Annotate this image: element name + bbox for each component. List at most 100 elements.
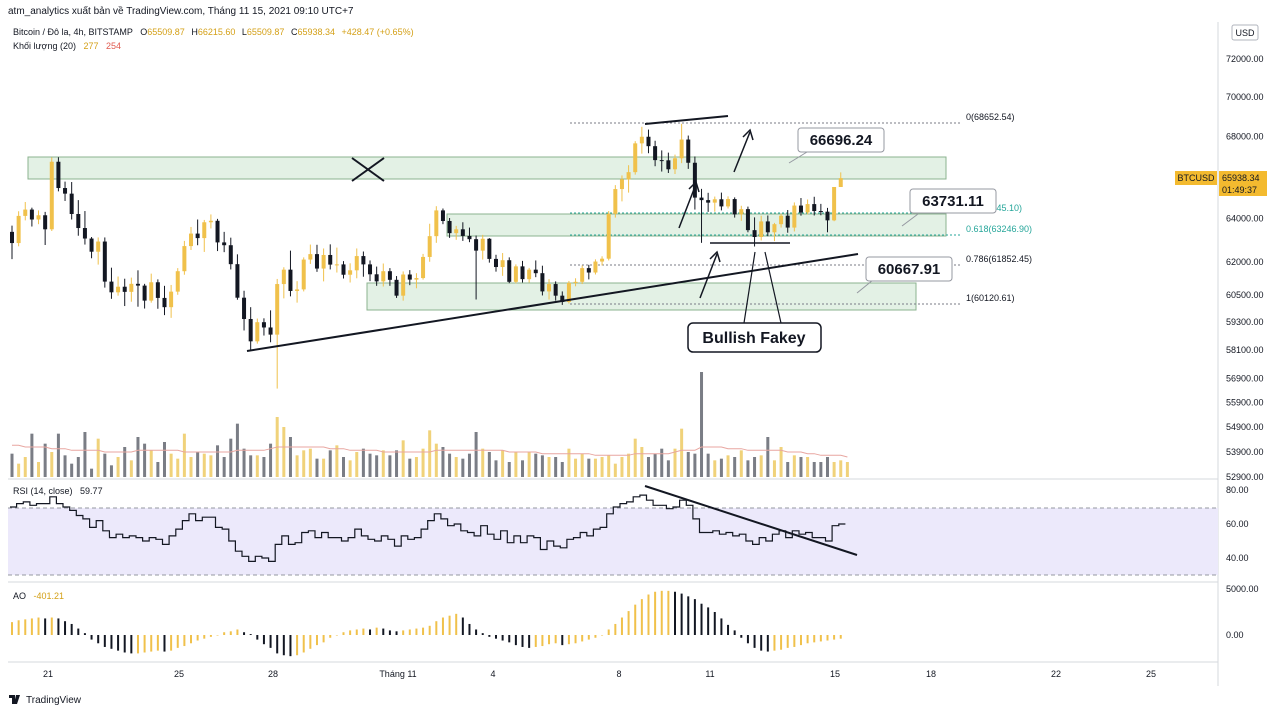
candle[interactable]: [646, 129, 651, 154]
candle[interactable]: [361, 251, 366, 277]
candle[interactable]: [288, 250, 293, 297]
candle[interactable]: [573, 278, 578, 287]
candle[interactable]: [480, 234, 485, 260]
candle[interactable]: [580, 265, 585, 285]
candle[interactable]: [507, 257, 512, 284]
candle[interactable]: [686, 135, 691, 169]
candle[interactable]: [487, 238, 492, 263]
candle[interactable]: [540, 265, 545, 296]
candle[interactable]: [619, 175, 624, 202]
candle[interactable]: [248, 307, 253, 350]
candle[interactable]: [825, 207, 830, 233]
candle[interactable]: [242, 290, 247, 331]
candle[interactable]: [434, 206, 439, 243]
candle[interactable]: [76, 200, 81, 236]
candle[interactable]: [726, 196, 731, 209]
candle[interactable]: [553, 281, 558, 301]
candle[interactable]: [334, 247, 339, 273]
candle[interactable]: [533, 260, 538, 278]
candle[interactable]: [255, 318, 260, 344]
support-zone-middle[interactable]: [446, 213, 947, 237]
candle[interactable]: [394, 276, 399, 298]
candle[interactable]: [23, 201, 28, 221]
candle[interactable]: [56, 157, 61, 192]
candle[interactable]: [374, 266, 379, 286]
candle[interactable]: [626, 165, 631, 193]
candle[interactable]: [765, 215, 770, 237]
candle[interactable]: [805, 199, 810, 215]
candle[interactable]: [739, 205, 744, 221]
candle[interactable]: [513, 264, 518, 284]
candle[interactable]: [169, 284, 174, 318]
candle[interactable]: [308, 244, 313, 264]
candle[interactable]: [600, 256, 605, 266]
candle[interactable]: [639, 126, 644, 154]
candle[interactable]: [29, 207, 34, 227]
top-trendline[interactable]: [644, 115, 729, 125]
candle[interactable]: [593, 259, 598, 275]
candle[interactable]: [69, 182, 74, 220]
candle[interactable]: [659, 150, 664, 172]
rsi-legend[interactable]: RSI (14, close) 59.77: [13, 486, 103, 496]
candle[interactable]: [275, 278, 280, 389]
time-axis[interactable]: 21 25 28 Tháng 11 4 8 11 15 18 22 25: [43, 669, 1156, 679]
candle[interactable]: [162, 285, 167, 316]
candle[interactable]: [381, 263, 386, 287]
candle[interactable]: [613, 185, 618, 218]
candle[interactable]: [407, 270, 412, 286]
candle[interactable]: [759, 215, 764, 241]
candle[interactable]: [673, 154, 677, 175]
candle[interactable]: [281, 267, 286, 299]
candle[interactable]: [10, 225, 14, 260]
candle[interactable]: [116, 276, 121, 296]
candle[interactable]: [109, 267, 114, 299]
candle[interactable]: [129, 277, 134, 302]
candle[interactable]: [493, 254, 498, 272]
candle[interactable]: [818, 203, 823, 216]
candle[interactable]: [798, 198, 803, 216]
candle[interactable]: [149, 273, 154, 303]
candle[interactable]: [547, 279, 552, 300]
candlesticks[interactable]: [10, 123, 843, 389]
candle[interactable]: [792, 202, 797, 232]
candle[interactable]: [348, 263, 353, 283]
candle[interactable]: [706, 192, 711, 212]
candle[interactable]: [175, 268, 180, 295]
candle[interactable]: [195, 219, 200, 246]
candle[interactable]: [89, 237, 94, 259]
candle[interactable]: [368, 260, 373, 282]
candle[interactable]: [752, 217, 757, 247]
candle[interactable]: [679, 123, 684, 164]
candle[interactable]: [785, 209, 790, 233]
candle[interactable]: [719, 192, 724, 211]
candle[interactable]: [606, 211, 611, 261]
candle[interactable]: [314, 244, 319, 272]
candle[interactable]: [36, 210, 41, 225]
currency-button[interactable]: USD: [1231, 24, 1259, 41]
tradingview-logo[interactable]: TradingView: [9, 695, 82, 706]
rsi-trendline[interactable]: [644, 485, 858, 556]
rsi-line[interactable]: [10, 494, 846, 562]
candle[interactable]: [745, 206, 750, 233]
candle[interactable]: [261, 318, 266, 336]
candle[interactable]: [666, 152, 671, 173]
candle[interactable]: [182, 240, 187, 275]
price-callout-2[interactable]: 63731.11: [909, 188, 997, 214]
candle[interactable]: [427, 223, 432, 262]
candle[interactable]: [215, 218, 220, 252]
candle[interactable]: [699, 188, 704, 243]
candle[interactable]: [474, 235, 479, 300]
legend-main[interactable]: Bitcoin / Đô la, 4h, BITSTAMP O65509.87 …: [13, 27, 414, 51]
candle[interactable]: [633, 141, 638, 175]
candle[interactable]: [301, 257, 306, 292]
candle[interactable]: [401, 271, 406, 301]
candle[interactable]: [414, 273, 419, 289]
candle[interactable]: [102, 237, 107, 288]
awesome-oscillator-bars[interactable]: [11, 590, 842, 657]
candle[interactable]: [838, 172, 843, 187]
candle[interactable]: [135, 270, 140, 307]
candle[interactable]: [49, 157, 54, 232]
candle[interactable]: [295, 281, 300, 303]
ascending-trendline[interactable]: [246, 253, 859, 352]
candle[interactable]: [586, 264, 591, 280]
